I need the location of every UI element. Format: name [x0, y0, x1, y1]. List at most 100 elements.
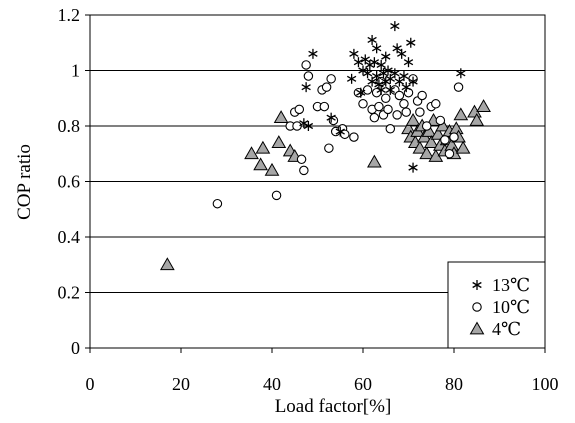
data-point-triangle [455, 140, 471, 154]
data-point-triangle [423, 135, 439, 149]
data-point-circle [358, 99, 368, 109]
data-point-circle [362, 85, 373, 95]
data-point-circle [349, 132, 359, 142]
data-point-circle [380, 93, 391, 104]
grid-lines [90, 14, 545, 293]
legend-marker-asterisk [472, 280, 482, 290]
data-point-triangle [469, 112, 485, 126]
x-tick-label: 40 [263, 374, 281, 394]
legend-box [447, 261, 546, 349]
y-tick-label: 0 [71, 338, 80, 358]
data-point-circle [326, 74, 336, 84]
x-tick-label: 80 [445, 374, 463, 394]
data-point-circle [421, 121, 432, 131]
data-point-circle [417, 90, 427, 101]
data-point-circle [392, 110, 402, 120]
y-tick-label: 1.2 [58, 5, 81, 25]
series-asterisk [299, 21, 466, 173]
data-point-asterisk [401, 82, 411, 93]
data-point-asterisk [353, 57, 364, 68]
data-point-triangle [430, 126, 446, 140]
x-tick-label: 60 [354, 374, 372, 394]
data-point-circle [385, 124, 396, 134]
data-point-triangle [255, 140, 271, 154]
data-point-asterisk [390, 68, 400, 79]
data-point-circle [294, 104, 305, 115]
data-point-circle [371, 87, 382, 98]
data-point-asterisk [303, 121, 314, 131]
data-point-triangle [421, 124, 437, 137]
data-point-triangle [271, 135, 287, 149]
y-tick-label: 0.4 [58, 227, 81, 247]
data-point-asterisk [367, 76, 377, 87]
data-point-asterisk [394, 76, 405, 87]
data-point-asterisk [371, 71, 382, 82]
data-point-circle [415, 107, 425, 117]
data-point-triangle [367, 154, 382, 168]
data-point-asterisk [367, 34, 377, 45]
x-tick-label: 100 [532, 374, 559, 394]
legend-label: 4℃ [492, 319, 521, 339]
data-point-circle [449, 132, 459, 142]
y-tick-label: 0.8 [58, 116, 81, 136]
data-point-asterisk [308, 48, 318, 59]
data-point-circle [303, 71, 314, 81]
data-point-asterisk [392, 43, 402, 54]
data-point-triangle [253, 157, 268, 171]
data-point-asterisk [349, 48, 359, 59]
data-point-circle [319, 101, 330, 112]
data-point-asterisk [301, 82, 311, 93]
data-point-asterisk [326, 112, 336, 123]
data-point-asterisk [335, 126, 345, 137]
data-point-circle [453, 82, 464, 92]
data-point-asterisk [385, 84, 395, 95]
x-tick-label: 0 [86, 374, 95, 394]
data-point-asterisk [356, 87, 366, 98]
data-point-triangle [453, 107, 469, 121]
data-point-circle [374, 101, 384, 112]
data-point-circle [431, 99, 441, 109]
data-point-asterisk [376, 59, 386, 70]
data-point-asterisk [381, 51, 391, 62]
data-point-asterisk [360, 54, 370, 65]
data-point-circle [383, 104, 393, 115]
data-point-asterisk [390, 21, 400, 32]
data-point-triangle [448, 121, 464, 135]
data-point-circle [435, 115, 446, 126]
data-point-triangle [435, 118, 450, 132]
data-point-triangle [264, 162, 280, 176]
data-point-asterisk [403, 57, 414, 68]
data-point-circle [340, 129, 350, 140]
data-point-asterisk [406, 37, 416, 48]
data-point-circle [401, 107, 411, 117]
data-point-asterisk [346, 73, 357, 84]
data-point-asterisk [371, 43, 382, 54]
legend: 13℃10℃4℃ [447, 261, 546, 349]
y-tick-label: 1 [71, 61, 80, 81]
data-point-asterisk [399, 71, 409, 82]
data-point-asterisk [456, 68, 466, 79]
data-point-asterisk [408, 76, 418, 87]
legend-label: 10℃ [492, 297, 530, 317]
data-point-circle [301, 60, 311, 70]
data-point-asterisk [369, 57, 380, 68]
data-point-circle [292, 121, 302, 131]
y-axis-label: COP ratio [14, 144, 35, 220]
data-point-circle [369, 112, 380, 123]
data-point-circle [440, 135, 450, 145]
data-point-asterisk [383, 65, 393, 76]
data-point-asterisk [362, 68, 373, 79]
data-point-triangle [419, 146, 435, 160]
x-tick-label: 20 [172, 374, 190, 394]
data-point-asterisk [385, 73, 395, 84]
data-point-asterisk [408, 162, 418, 173]
data-point-circle [271, 190, 282, 201]
y-tick-label: 0.6 [58, 172, 81, 192]
data-point-circle [399, 99, 409, 109]
legend-marker-triangle [469, 321, 485, 335]
axes [85, 14, 546, 353]
data-point-triangle [412, 140, 428, 154]
data-point-triangle [244, 146, 259, 160]
data-point-circle [299, 165, 309, 176]
